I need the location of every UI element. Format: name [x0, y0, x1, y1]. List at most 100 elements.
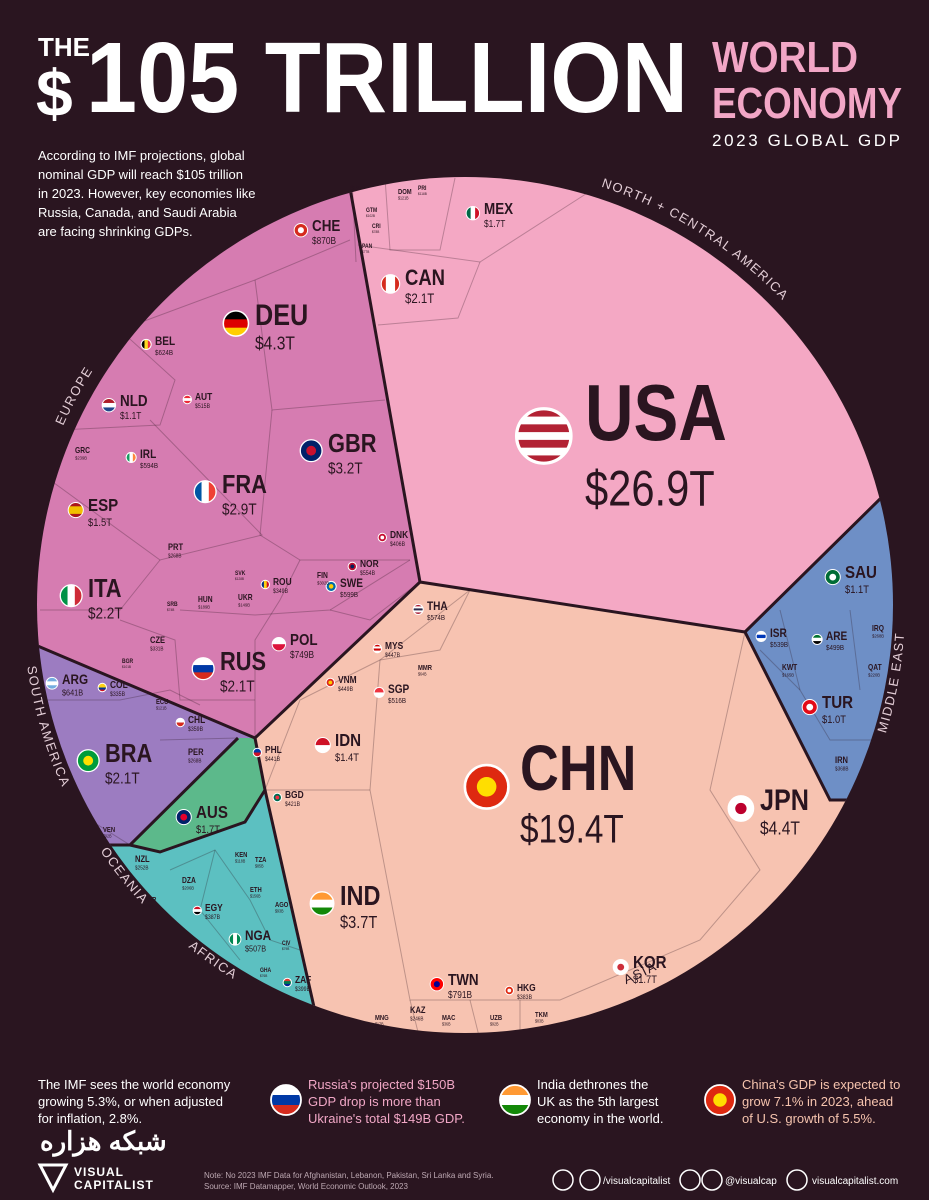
- country-code: VEN: [103, 827, 115, 835]
- flag-stripe: [192, 672, 215, 680]
- country-label: UKR$149B: [238, 592, 253, 607]
- flag-stripe: [812, 637, 823, 642]
- flag-ring: [727, 795, 755, 822]
- country-gdp: $246B: [410, 1016, 424, 1022]
- country-code: RUS: [220, 647, 266, 676]
- fact-line: GDP drop is more than: [308, 1094, 441, 1109]
- country-gdp: $85B: [255, 863, 264, 868]
- country-code: DEU: [255, 298, 308, 332]
- country-code: BGR: [122, 659, 133, 665]
- flag-ring: [67, 502, 84, 519]
- country-code: KEN: [235, 852, 248, 860]
- flag-stripe: [283, 983, 292, 987]
- title-dollar: $: [36, 56, 73, 130]
- country-gdp: $1.5T: [88, 517, 113, 529]
- country-label: BGD $421B: [272, 789, 304, 808]
- flag: [102, 398, 116, 412]
- flag-stripe: [253, 752, 262, 757]
- country-label: EGY $387B: [192, 902, 223, 921]
- flag: [326, 581, 337, 592]
- flag-stripe: [233, 933, 238, 946]
- country-code: UZB: [490, 1015, 502, 1023]
- country-code: PAN: [362, 244, 372, 250]
- flag-stripe: [413, 610, 424, 613]
- country-code: IRQ: [872, 623, 884, 633]
- flag-stripe: [310, 907, 334, 916]
- country-label: CIV$79B: [282, 941, 291, 951]
- flag-ring: [309, 891, 335, 917]
- flag-stripe: [271, 1085, 301, 1096]
- country-gdp: $554B: [360, 571, 375, 577]
- flag-part: [713, 1093, 727, 1107]
- country-gdp: $17B: [375, 1021, 384, 1026]
- flag-stripe: [46, 677, 58, 682]
- country-code: NOR: [360, 558, 379, 569]
- flag-ring: [59, 584, 83, 608]
- logo-icon: [37, 1163, 69, 1194]
- flag-stripe: [223, 319, 249, 329]
- flag-stripe: [374, 692, 385, 698]
- country-code: ISR: [770, 627, 787, 640]
- flag-stripe: [413, 612, 424, 615]
- flag-ring: [140, 338, 152, 350]
- flag-stripe: [466, 206, 472, 220]
- brand: VISUAL: [74, 1165, 124, 1179]
- flag-stripe: [74, 584, 83, 607]
- country-code: SWE: [340, 577, 363, 590]
- country-label: ISR$539B: [755, 627, 788, 649]
- intro-line: in 2023. However, key economies like: [38, 186, 256, 201]
- flag-stripe: [385, 274, 391, 294]
- flag-ring: [372, 643, 382, 654]
- fact-line: growing 5.3%, or when adjusted: [38, 1094, 223, 1109]
- country-code: USA: [585, 367, 727, 457]
- country-code: MAC: [442, 1015, 456, 1023]
- flag: [374, 687, 385, 698]
- title-economy: ECONOMY: [712, 79, 902, 128]
- flag-stripe: [60, 584, 69, 607]
- flag-part: [829, 573, 837, 581]
- country-gdp: $118B: [235, 858, 246, 863]
- country-gdp: $515B: [195, 404, 210, 410]
- country-gdp: $359B: [188, 727, 203, 733]
- country-label: KOR$1.7T: [612, 952, 667, 986]
- country-gdp: $516B: [388, 697, 406, 705]
- country-code: THA: [427, 600, 448, 613]
- country-code: AUS: [196, 802, 228, 823]
- country-code: ZAF: [295, 974, 312, 985]
- country-gdp: $138B: [143, 903, 154, 908]
- country-code: ROU: [273, 576, 292, 587]
- flag-stripe: [266, 580, 270, 589]
- country-code: PRI: [418, 186, 427, 192]
- flag-stripe: [271, 1105, 301, 1115]
- country-label: AUS$1.7T: [175, 802, 228, 836]
- flag-ring: [76, 749, 100, 773]
- flag-stripe: [516, 424, 571, 433]
- social-icon: [786, 1169, 808, 1191]
- country-label: MMR$64B: [418, 665, 432, 677]
- flag-ring: [222, 310, 250, 337]
- country-gdp: $165B: [782, 672, 794, 677]
- country-label: POL$749B: [271, 632, 318, 660]
- flag-stripe: [68, 513, 84, 518]
- country-gdp: $206B: [182, 885, 194, 890]
- country-gdp: $64B: [418, 671, 427, 676]
- intro-line: are facing shrinking GDPs.: [38, 224, 193, 239]
- country-code: NGA: [245, 927, 271, 943]
- flag-ring: [373, 686, 385, 698]
- country-label: CHN$19.4T: [463, 732, 636, 851]
- title-amount: 105 TRILLION: [86, 22, 688, 134]
- flag: [68, 502, 84, 518]
- country-label: BGR$101B: [122, 659, 133, 669]
- country-gdp: $2.1T: [220, 678, 255, 695]
- flag-stripe: [223, 310, 249, 320]
- flag-stripe: [500, 1105, 530, 1115]
- country-label: VEN$92B: [103, 827, 115, 839]
- flag-part: [806, 703, 814, 711]
- country-label: SAU$1.1T: [824, 562, 877, 596]
- country-gdp: $4.3T: [255, 332, 295, 354]
- country-code: NZL: [135, 853, 150, 864]
- flag: [505, 986, 514, 995]
- flag: [271, 1085, 301, 1115]
- country-code: FRA: [222, 470, 267, 499]
